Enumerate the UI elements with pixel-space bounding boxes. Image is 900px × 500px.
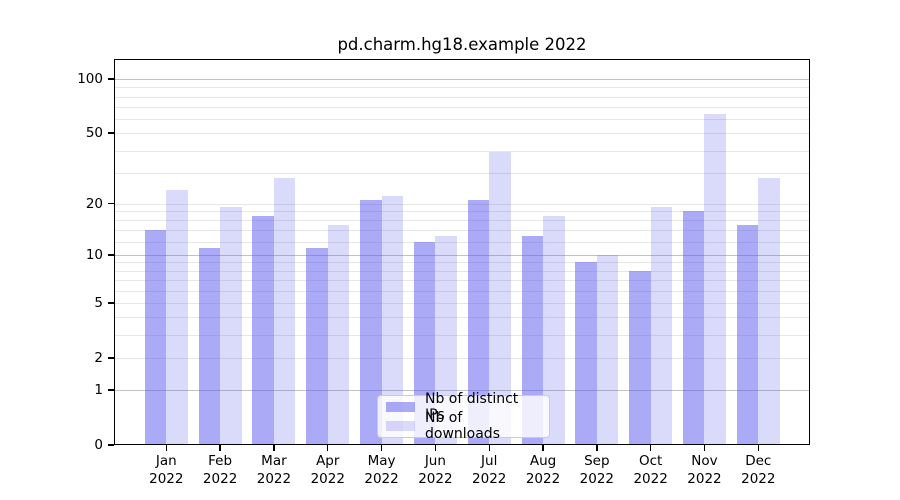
legend-item-distinct-ips: Nb of distinct IPs [386, 391, 541, 423]
x-tick-label-dec: Dec 2022 [741, 453, 776, 487]
y-tick-label: 10 [85, 246, 103, 263]
bar-downloads-sep [596, 254, 619, 445]
gridline-minor [114, 302, 810, 304]
gridline-minor [114, 118, 810, 120]
bar-distinct-ips-apr [306, 247, 328, 445]
bar-distinct-ips-aug [521, 235, 544, 445]
x-tick-label-may: May 2022 [364, 453, 399, 487]
y-tick-mark [108, 132, 114, 134]
x-tick-label-feb: Feb 2022 [202, 453, 238, 487]
bar-distinct-ips-jun [413, 241, 436, 445]
gridline-minor [114, 133, 810, 135]
gridline-minor [114, 241, 810, 243]
gridline-minor [114, 203, 810, 205]
gridline-minor [114, 317, 810, 319]
x-tick-mark [165, 445, 167, 451]
x-tick-mark [488, 445, 490, 451]
x-tick-mark [327, 445, 329, 451]
y-tick-mark [108, 389, 114, 391]
x-tick-label-nov: Nov 2022 [687, 453, 722, 487]
bar-distinct-ips-feb [198, 247, 221, 445]
x-tick-label-aug: Aug 2022 [525, 453, 561, 487]
bar-downloads-jan [166, 189, 188, 445]
y-tick-label: 1 [94, 382, 103, 399]
y-tick-label: 100 [77, 71, 103, 87]
x-tick-label-jun: Jun 2022 [418, 453, 453, 487]
gridline-decade [114, 79, 810, 80]
y-tick-mark [108, 302, 114, 304]
bar-distinct-ips-jan [144, 230, 167, 445]
legend-swatch-distinct-ips [386, 402, 415, 412]
bar-distinct-ips-may [360, 199, 382, 445]
y-tick-mark [108, 202, 114, 205]
plot-area [114, 59, 810, 445]
bar-downloads-jul [489, 152, 511, 445]
bar-distinct-ips-mar [252, 215, 274, 445]
legend-swatch-downloads [386, 421, 415, 431]
x-tick-label-oct: Oct 2022 [633, 453, 668, 487]
y-tick-label: 2 [94, 349, 103, 366]
x-tick-mark [757, 445, 759, 451]
gridline-minor [114, 270, 810, 272]
legend-label-distinct-ips: Nb of distinct IPs [425, 391, 519, 423]
bar-downloads-jun [435, 235, 457, 445]
y-tick-mark [108, 357, 114, 359]
bar-distinct-ips-dec [736, 225, 759, 445]
gridline-minor [114, 172, 810, 174]
x-tick-mark [703, 445, 706, 451]
bar-distinct-ips-oct [629, 270, 651, 445]
x-tick-mark [596, 445, 598, 451]
gridline-minor [114, 280, 810, 282]
gridline-minor [114, 220, 810, 222]
x-tick-mark [219, 445, 221, 451]
x-tick-mark [649, 445, 652, 451]
bar-downloads-apr [327, 225, 350, 445]
gridline-decade [114, 254, 810, 256]
gridline-minor [114, 87, 810, 89]
legend-item-downloads: Nb of downloads [386, 410, 541, 442]
bar-downloads-nov [704, 113, 726, 445]
gridline-decade [114, 390, 810, 392]
x-tick-mark [434, 445, 437, 451]
chart-title: pd.charm.hg18.example 2022 [337, 35, 587, 54]
gridline-minor [114, 106, 810, 108]
y-tick-label: 5 [94, 294, 103, 311]
x-tick-mark [273, 445, 275, 451]
x-tick-label-jul: Jul 2022 [472, 453, 507, 487]
y-tick-label: 0 [94, 437, 103, 453]
bar-distinct-ips-jul [467, 199, 490, 445]
x-tick-label-apr: Apr 2022 [310, 453, 345, 487]
x-tick-label-sep: Sep 2022 [579, 453, 615, 487]
x-tick-label-mar: Mar 2022 [256, 453, 292, 487]
x-tick-mark [542, 445, 544, 451]
y-tick-mark [108, 254, 114, 256]
gridline-minor [114, 357, 810, 359]
gridline-minor [114, 290, 810, 292]
y-tick-mark [108, 78, 114, 80]
x-tick-mark [380, 445, 383, 451]
bar-distinct-ips-sep [575, 262, 597, 445]
gridline-minor [114, 230, 810, 232]
gridline-minor [114, 335, 810, 337]
legend-label-downloads: Nb of downloads [425, 410, 500, 442]
bar-downloads-aug [543, 215, 565, 445]
legend: Nb of distinct IPs Nb of downloads [377, 391, 550, 442]
y-tick-label: 20 [85, 195, 103, 212]
gridline-minor [114, 150, 810, 152]
bar-downloads-dec [758, 177, 780, 445]
bar-downloads-feb [220, 207, 242, 445]
gridline-minor [114, 211, 810, 213]
y-tick-mark [108, 444, 114, 446]
bar-downloads-may [381, 196, 404, 445]
bar-downloads-mar [273, 177, 296, 445]
gridline-minor [114, 96, 810, 98]
bar-downloads-oct [650, 207, 673, 445]
gridline-minor [114, 262, 810, 264]
bar-distinct-ips-nov [682, 211, 705, 445]
y-tick-label: 50 [85, 125, 103, 142]
x-tick-label-jan: Jan 2022 [149, 453, 184, 487]
